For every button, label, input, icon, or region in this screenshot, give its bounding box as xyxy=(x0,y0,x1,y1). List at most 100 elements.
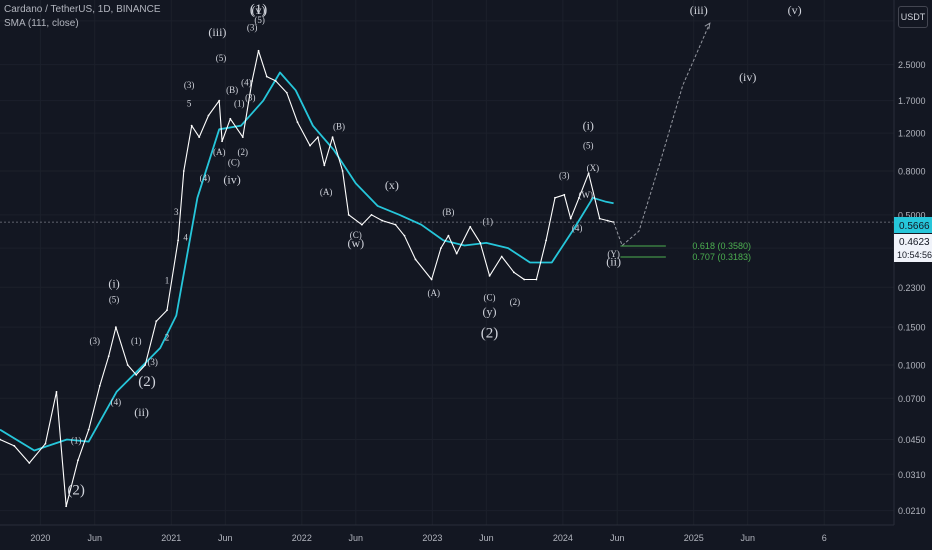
wave-annotations: (1)(v)(iii)(5)(3)5(B)(1)(3)(A)(C)(2)(iv)… xyxy=(67,2,801,498)
wave-label: (1) xyxy=(250,2,268,18)
grid xyxy=(0,0,894,525)
price-point xyxy=(144,364,147,366)
time-tick-label: 2020 xyxy=(30,533,50,543)
time-tick-label: 2025 xyxy=(684,533,704,543)
time-tick-label: 2021 xyxy=(161,533,181,543)
wave-label: (2) xyxy=(67,482,85,498)
wave-label: (X) xyxy=(587,163,600,173)
wave-label: (x) xyxy=(385,178,399,192)
wave-label: (B) xyxy=(226,85,238,95)
price-point xyxy=(523,278,526,281)
wave-label: 2 xyxy=(165,333,170,343)
symbol-title[interactable]: Cardano / TetherUS, 1D, BINANCE xyxy=(4,4,161,15)
price-point xyxy=(241,136,244,139)
last-price-badge: 0.4623 xyxy=(899,237,930,248)
price-point xyxy=(430,278,433,281)
wave-label: (A) xyxy=(213,147,226,157)
price-point xyxy=(587,172,590,175)
wave-label: (v) xyxy=(788,3,802,17)
wave-label: (3) xyxy=(559,170,570,180)
price-point xyxy=(251,80,254,82)
wave-label: (C) xyxy=(350,230,362,240)
price-point xyxy=(177,239,179,242)
price-point xyxy=(578,196,580,199)
currency-button[interactable]: USDT xyxy=(898,6,928,28)
price-point xyxy=(155,320,158,323)
price-point xyxy=(265,75,268,78)
price-point xyxy=(512,271,515,274)
indicator-legend[interactable]: SMA (111, close) xyxy=(4,18,79,29)
wave-label: (A) xyxy=(320,187,333,197)
price-point xyxy=(126,364,129,366)
price-point xyxy=(166,309,168,312)
wave-label: (1) xyxy=(483,217,494,227)
wave-label: (y) xyxy=(483,304,497,318)
price-tick-label: 0.0310 xyxy=(898,470,926,480)
price-point xyxy=(606,219,609,222)
price-point xyxy=(554,196,556,199)
time-axis-background[interactable] xyxy=(0,525,894,550)
wave-label: (B) xyxy=(333,121,345,131)
time-tick-label: 6 xyxy=(822,533,827,543)
wave-label: (ii) xyxy=(134,405,149,419)
wave-label: (C) xyxy=(228,157,240,167)
time-axis[interactable]: 2020 Jun 2021 Jun 2022 Jun 2023 Jun 2024 Jun 2025 J… xyxy=(30,533,826,543)
price-point xyxy=(563,193,566,196)
price-point xyxy=(28,462,31,464)
price-point xyxy=(469,225,472,228)
price-point xyxy=(190,124,193,127)
wave-label: 3 xyxy=(174,207,179,217)
time-tick-label: Jun xyxy=(479,533,494,543)
price-tick-label: 0.1500 xyxy=(898,323,926,333)
price-point xyxy=(296,121,299,124)
wave-label: (4) xyxy=(241,77,252,87)
wave-label: 1 xyxy=(165,275,170,285)
price-point xyxy=(221,140,223,143)
price-point xyxy=(229,117,232,120)
sma-badge: 0.5666 xyxy=(899,221,930,232)
wave-label: (B) xyxy=(442,207,454,217)
price-point xyxy=(370,213,373,216)
price-point xyxy=(455,252,458,255)
price-point xyxy=(317,136,319,139)
wave-label: 5 xyxy=(187,98,192,108)
price-point xyxy=(0,438,1,441)
price-tick-label: 1.7000 xyxy=(898,96,926,106)
wave-label: (ii) xyxy=(606,255,621,269)
wave-label: (W) xyxy=(578,190,593,200)
price-axis-background[interactable] xyxy=(894,0,932,525)
projection-path xyxy=(613,23,711,247)
series-layer xyxy=(0,22,711,508)
time-tick-label: 2023 xyxy=(422,533,442,543)
wave-label: (5) xyxy=(109,295,120,305)
wave-label: (3) xyxy=(245,93,256,103)
wave-label: (A) xyxy=(428,288,441,298)
price-point xyxy=(198,136,201,139)
price-point xyxy=(77,459,79,462)
price-point xyxy=(381,219,384,222)
price-point xyxy=(309,144,311,147)
price-point xyxy=(44,442,47,445)
price-tick-label: 0.1000 xyxy=(898,361,926,371)
price-point xyxy=(414,258,417,261)
wave-label: 4 xyxy=(183,232,188,242)
price-tick-label: 0.5000 xyxy=(898,210,926,220)
sma-line xyxy=(0,71,614,452)
price-point xyxy=(257,49,260,52)
price-point xyxy=(341,170,344,172)
price-tick-label: 2.5000 xyxy=(898,60,926,70)
time-tick-label: Jun xyxy=(740,533,755,543)
price-tick-label: 0.2300 xyxy=(898,283,926,293)
wave-label: (iv) xyxy=(739,70,756,84)
wave-label: (w) xyxy=(347,236,364,250)
wave-label: (5) xyxy=(583,140,594,150)
price-point xyxy=(285,91,288,94)
price-tick-label: 1.2000 xyxy=(898,129,926,139)
time-tick-label: Jun xyxy=(218,533,233,543)
projection-arrowhead xyxy=(704,22,711,30)
wave-label: (iii) xyxy=(690,3,708,17)
wave-label: (1) xyxy=(131,336,142,346)
price-point xyxy=(13,445,16,447)
